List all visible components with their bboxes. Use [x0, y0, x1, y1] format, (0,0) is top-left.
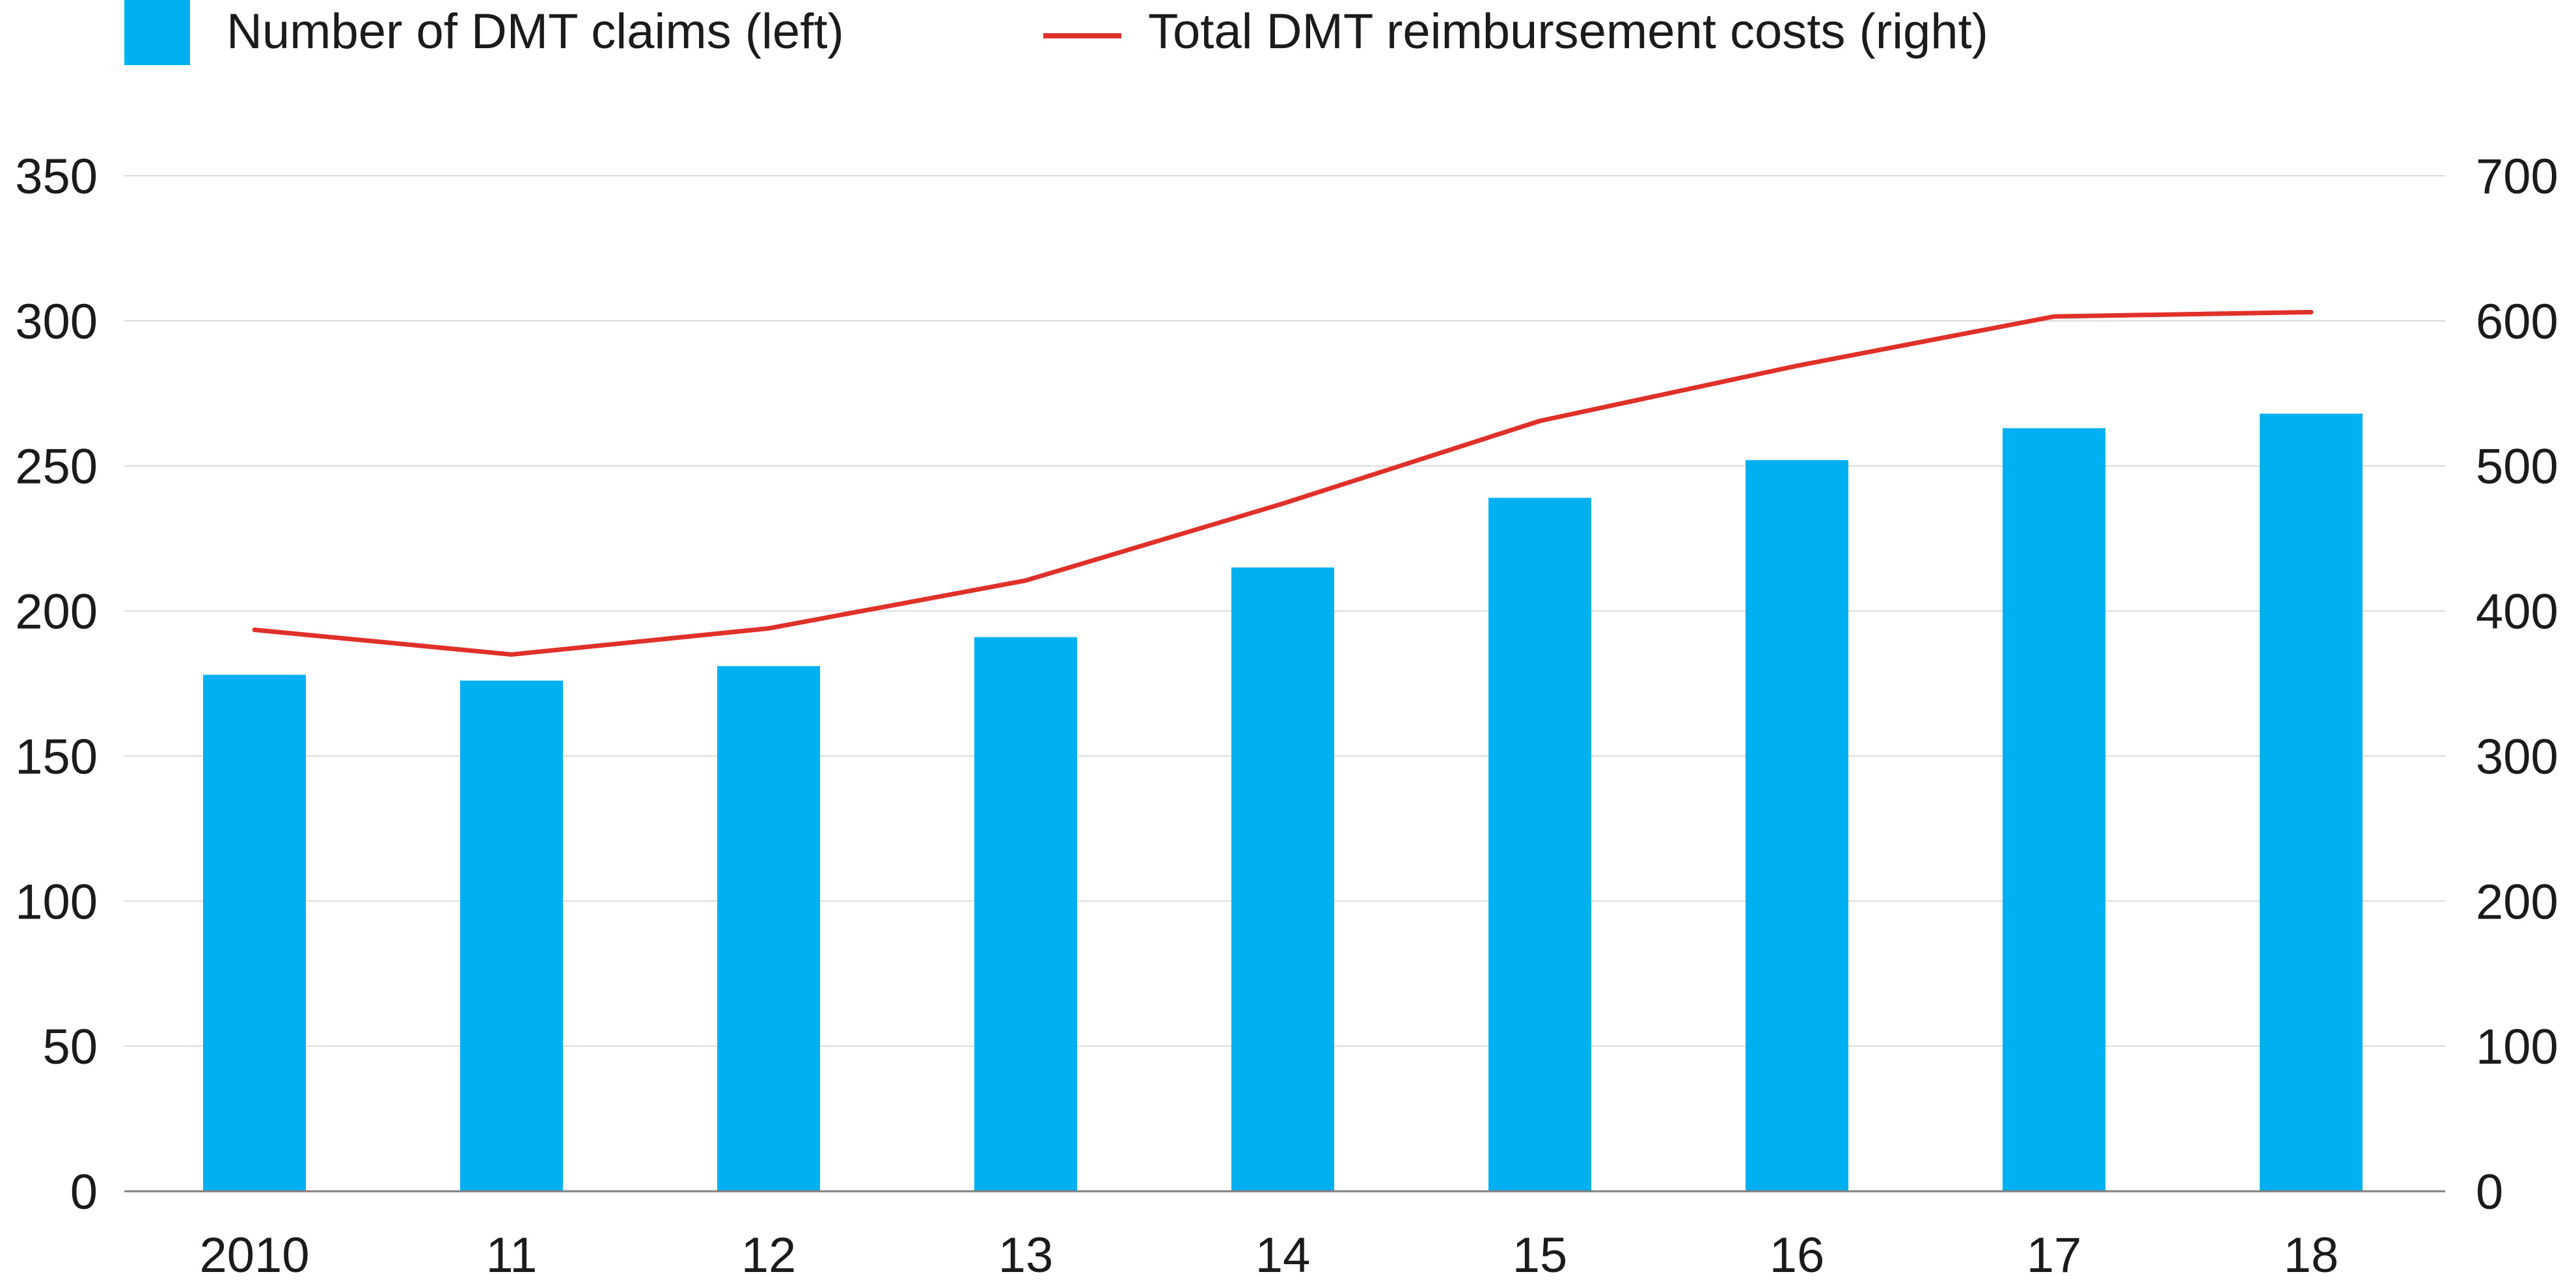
x-tick-16: 16	[1770, 1228, 1825, 1283]
y-left-tick-100: 100	[15, 874, 98, 930]
x-tick-14: 14	[1255, 1228, 1311, 1283]
y-axis-right-ticks: 0 100 200 300 400 500 600 700	[2476, 149, 2558, 1220]
bar-13	[974, 637, 1077, 1191]
bar-series	[203, 413, 2363, 1191]
y-left-tick-300: 300	[15, 294, 98, 350]
x-axis-ticks: 2010 11 12 13 14 15 16 17 18	[199, 1228, 2338, 1283]
x-tick-18: 18	[2284, 1228, 2339, 1283]
legend-swatch-claims	[124, 0, 190, 65]
bar-12	[717, 666, 820, 1191]
y-right-tick-400: 400	[2476, 585, 2558, 640]
x-tick-2010: 2010	[199, 1228, 309, 1283]
y-left-tick-250: 250	[15, 439, 98, 495]
bar-18	[2260, 413, 2363, 1191]
bar-11	[460, 680, 563, 1191]
bar-17	[2003, 428, 2105, 1191]
y-left-tick-0: 0	[70, 1165, 98, 1220]
y-right-tick-200: 200	[2476, 874, 2558, 930]
y-right-tick-100: 100	[2476, 1019, 2558, 1075]
y-left-tick-50: 50	[42, 1019, 98, 1075]
y-right-tick-700: 700	[2476, 149, 2558, 204]
legend-label-reimbursement: Total DMT reimbursement costs (right)	[1148, 4, 1988, 59]
bar-15	[1488, 497, 1591, 1191]
y-right-tick-500: 500	[2476, 439, 2558, 495]
legend-label-claims: Number of DMT claims (left)	[226, 4, 844, 59]
y-right-tick-300: 300	[2476, 729, 2558, 784]
x-tick-15: 15	[1513, 1228, 1568, 1283]
x-tick-12: 12	[741, 1228, 797, 1283]
bar-14	[1231, 567, 1334, 1191]
x-tick-17: 17	[2027, 1228, 2082, 1283]
y-right-tick-600: 600	[2476, 294, 2558, 350]
y-left-tick-200: 200	[15, 585, 98, 640]
x-tick-13: 13	[998, 1228, 1054, 1283]
line-series-layer	[252, 309, 2314, 657]
y-left-tick-150: 150	[15, 729, 98, 784]
bar-2010	[203, 674, 306, 1191]
y-axis-left-ticks: 0 50 100 150 200 250 300 350	[15, 149, 98, 1220]
bar-16	[1746, 460, 1848, 1191]
y-left-tick-350: 350	[15, 149, 98, 204]
legend: Number of DMT claims (left) Total DMT re…	[124, 0, 1988, 65]
x-tick-11: 11	[486, 1228, 538, 1283]
y-right-tick-0: 0	[2476, 1165, 2503, 1220]
